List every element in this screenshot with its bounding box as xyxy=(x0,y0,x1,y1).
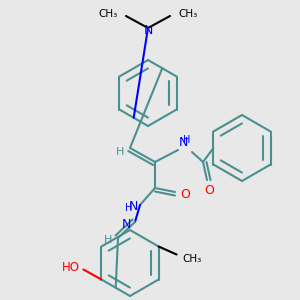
Text: HO: HO xyxy=(61,261,80,274)
Text: H: H xyxy=(183,135,190,145)
Text: N: N xyxy=(122,218,131,232)
Text: N: N xyxy=(179,136,188,149)
Text: N: N xyxy=(129,200,138,214)
Text: CH₃: CH₃ xyxy=(99,9,118,19)
Text: H: H xyxy=(104,235,112,245)
Text: N: N xyxy=(143,23,153,37)
Text: H: H xyxy=(124,203,132,213)
Text: H: H xyxy=(116,147,124,157)
Text: CH₃: CH₃ xyxy=(183,254,202,263)
Text: CH₃: CH₃ xyxy=(178,9,197,19)
Text: O: O xyxy=(180,188,190,200)
Text: O: O xyxy=(204,184,214,196)
